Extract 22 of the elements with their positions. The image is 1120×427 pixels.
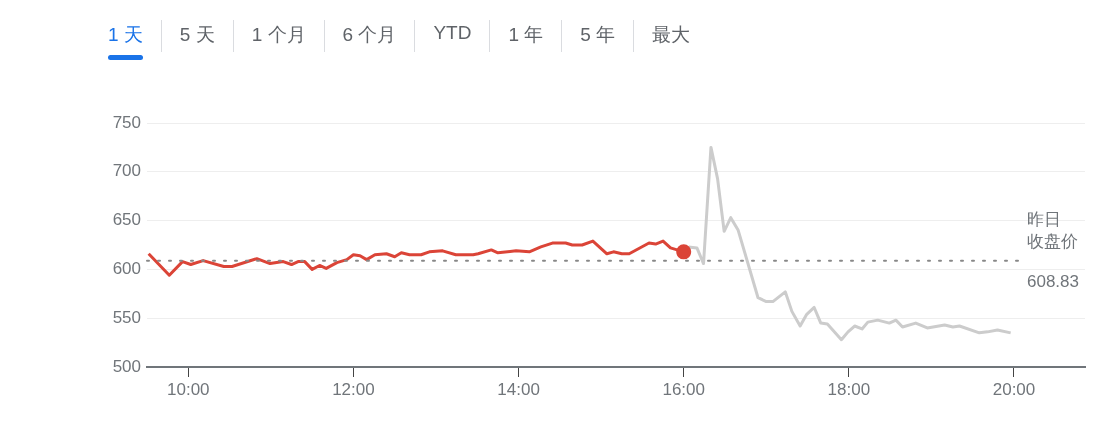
x-tick-label: 10:00: [167, 379, 210, 399]
x-tick-label: 18:00: [827, 379, 871, 399]
x-tick-label: 14:00: [497, 379, 540, 399]
y-tick-label: 500: [112, 356, 141, 376]
y-tick-label: 750: [112, 112, 141, 132]
text: 1 个月: [251, 24, 306, 45]
text: 1 天: [108, 24, 143, 45]
text: 1 年: [508, 24, 544, 45]
text: YTD: [433, 22, 472, 43]
text: 5 年: [580, 24, 616, 45]
text: 6 个月: [342, 24, 397, 45]
y-tick-label: 550: [112, 307, 141, 327]
text: 5 天: [179, 24, 215, 45]
annotation: 608.83: [1027, 272, 1079, 292]
y-tick-label: 700: [112, 161, 141, 181]
x-tick-label: 12:00: [332, 379, 375, 399]
y-tick-label: 600: [112, 259, 141, 279]
text: 最大: [652, 24, 691, 45]
ref-line-label: 昨日收盘价: [1027, 210, 1078, 252]
y-tick-label: 650: [112, 210, 141, 230]
x-tick-label: 20:00: [992, 379, 1036, 399]
x-tick-label: 16:00: [662, 379, 705, 399]
